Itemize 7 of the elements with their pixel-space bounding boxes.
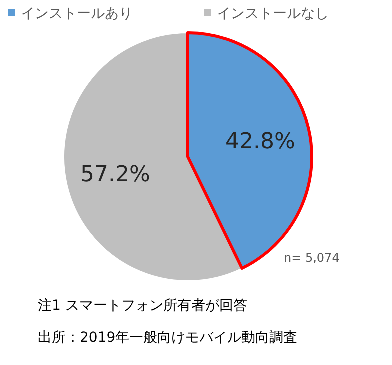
legend-label: インストールなし bbox=[217, 6, 329, 22]
text: n= 5,074 bbox=[284, 251, 340, 265]
text: 注1 スマートフォン所有者が回答 bbox=[38, 298, 248, 314]
text: 出所：2019年一般向けモバイル動向調査 bbox=[38, 330, 298, 346]
data-label: 57.2% bbox=[80, 162, 150, 188]
legend-label: インストールあり bbox=[21, 6, 133, 22]
data-label: 42.8% bbox=[226, 129, 296, 154]
